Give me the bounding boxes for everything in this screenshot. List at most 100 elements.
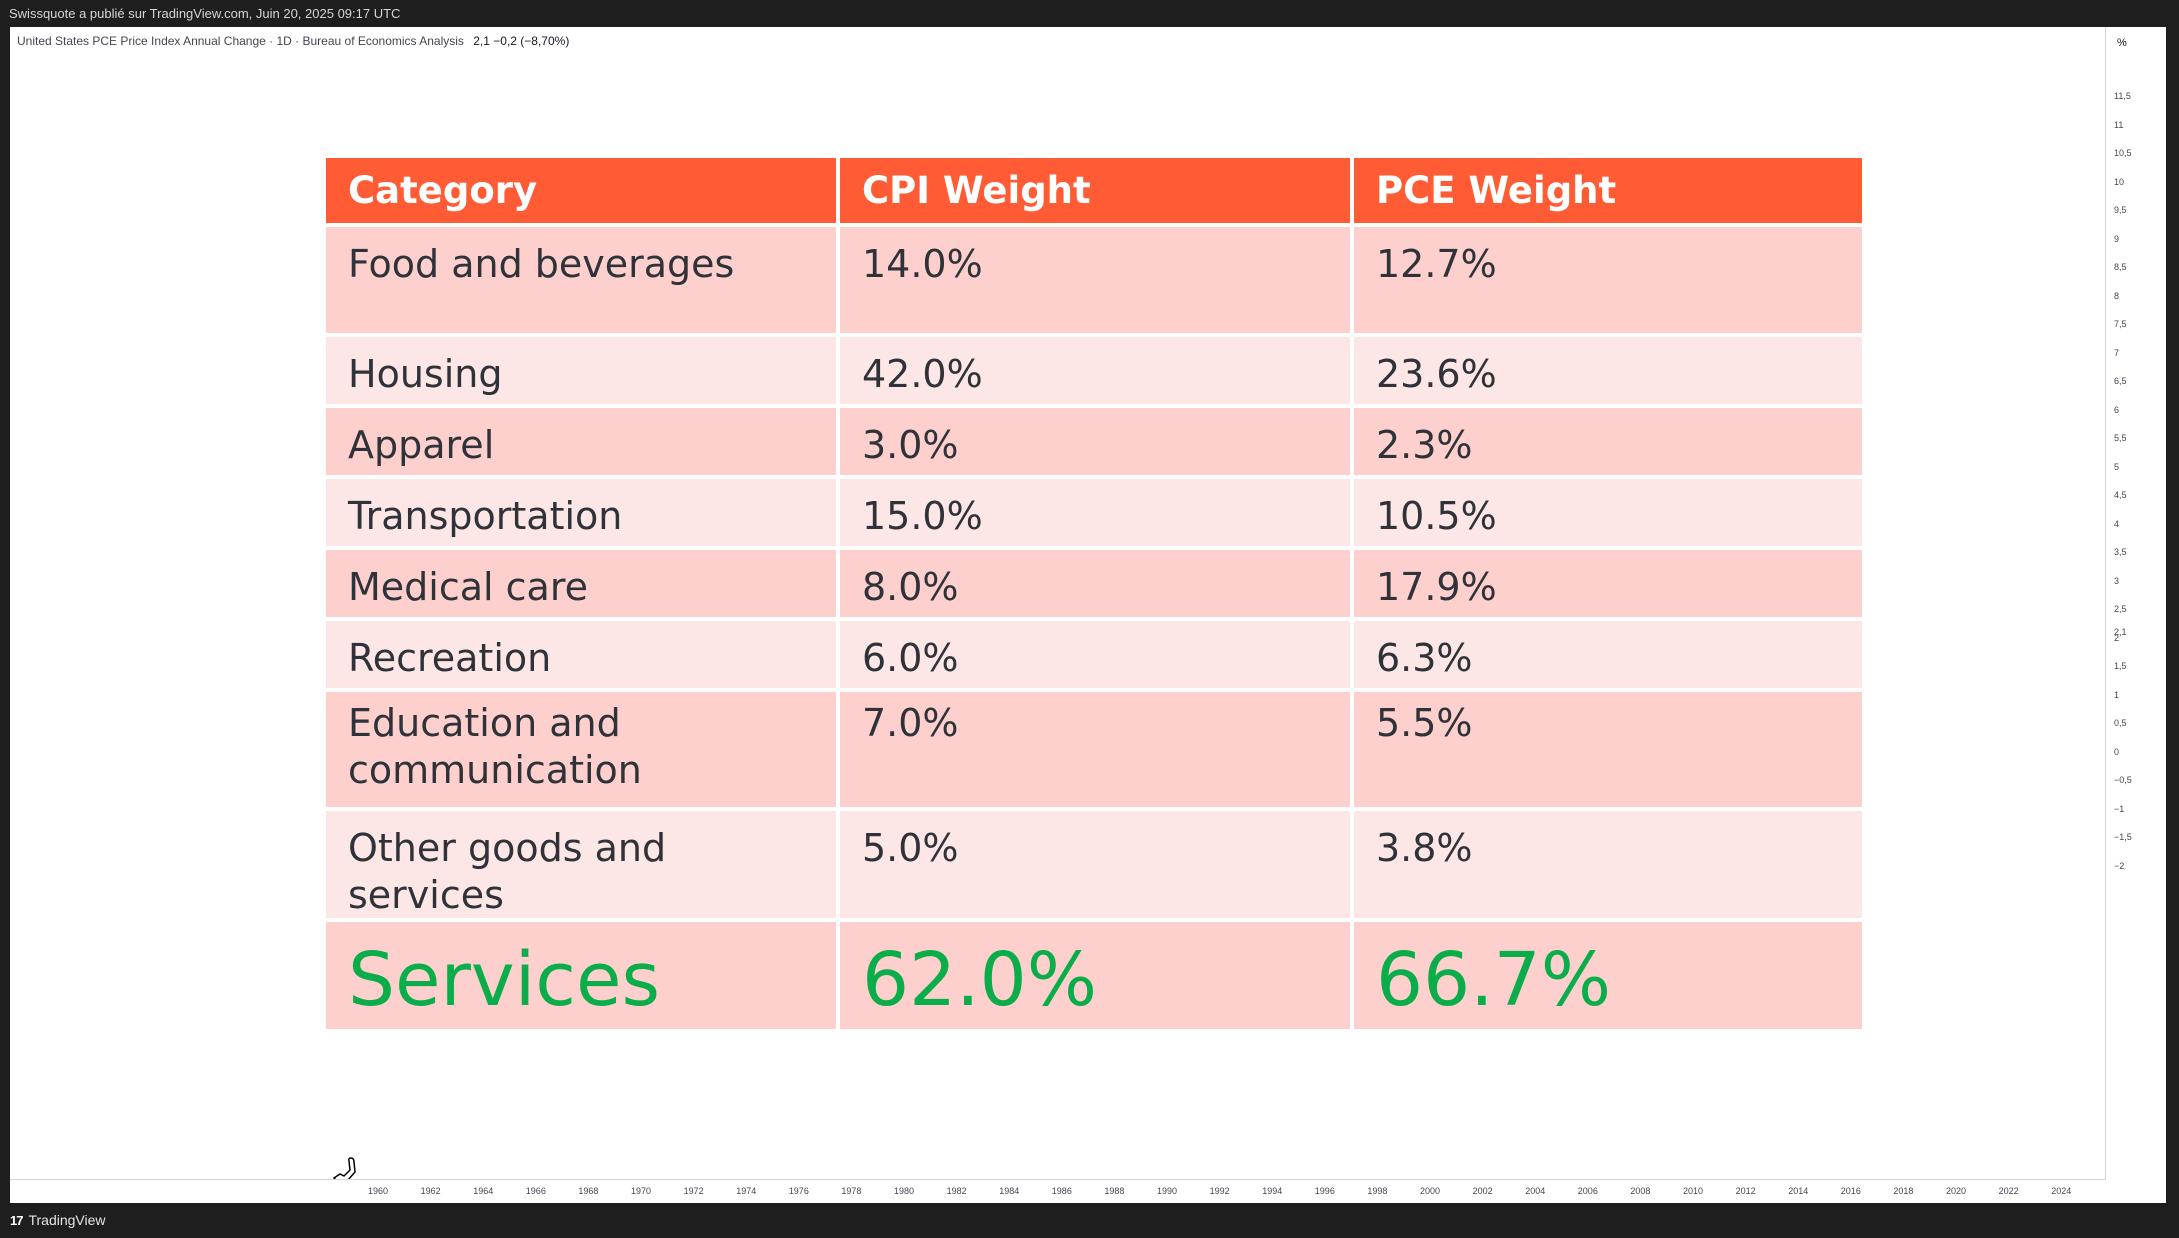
published-by-bar: Swissquote a publié sur TradingView.com,… [0,0,2179,27]
price-tick-label: 3 [2114,575,2120,586]
price-tick-label: 11 [2114,119,2124,130]
price-tick-label: 0,5 [2114,718,2127,728]
price-tick-label: 2,5 [2114,604,2127,614]
time-tick-label: 2006 [1577,1186,1598,1196]
price-tick-label: 9,5 [2114,205,2127,215]
time-tick-label: 1960 [368,1186,389,1196]
time-tick-label: 1980 [894,1186,915,1196]
tradingview-logo[interactable]: 17 TradingView [10,1212,106,1228]
footer-bar: 17 TradingView [0,1203,2179,1238]
table-cell: 7.0% [840,692,1350,807]
time-tick-label: 2002 [1472,1186,1493,1196]
time-tick-label: 2010 [1683,1186,1704,1196]
price-tick-label: 7 [2114,347,2120,358]
price-tick-label: 2 [2114,632,2120,643]
table-cell: Other goods and services [326,811,836,918]
price-tick-label: 11,5 [2114,91,2131,101]
time-tick-label: 2008 [1630,1186,1651,1196]
published-by-text: Swissquote a publié sur TradingView.com,… [9,6,401,21]
price-tick-label: 4 [2114,518,2120,529]
table-cell: 3.0% [840,408,1350,475]
time-tick-label: 1986 [1051,1186,1072,1196]
price-tick-label: 5,5 [2114,433,2127,443]
price-tick-label: 5 [2114,461,2120,472]
time-tick-label: 1984 [999,1186,1020,1196]
header-pce-weight: PCE Weight [1354,158,1862,223]
time-tick-label: 2014 [1788,1186,1809,1196]
table-cell: Medical care [326,550,836,617]
tradingview-logo-icon: 17 [10,1212,24,1228]
time-tick-label: 1982 [946,1186,967,1196]
price-tick-label: 6 [2114,404,2120,415]
time-tick-label: 2016 [1840,1186,1861,1196]
price-tick-label: 7,5 [2114,319,2127,329]
series-title: United States PCE Price Index Annual Cha… [17,34,464,48]
header-cpi-weight: CPI Weight [840,158,1350,223]
time-tick-label: 2004 [1525,1186,1546,1196]
header-category: Category [326,158,836,223]
time-tick-label: 1972 [683,1186,704,1196]
table-cell: 3.8% [1354,811,1862,918]
table-cell: 15.0% [840,479,1350,546]
price-axis[interactable]: % 11,5 11 10,5 10 9,5 9 8,5 8 7,5 7 6,5 6 5,5 5 4,5 4 3,… [2105,27,2166,1203]
time-tick-label: 1976 [788,1186,809,1196]
time-tick-label: 1996 [1314,1186,1335,1196]
time-tick-label: 2024 [2051,1186,2072,1196]
table-cell: 8.0% [840,550,1350,617]
brand-name: TradingView [28,1212,106,1228]
price-tick-label: −0,5 [2114,775,2132,785]
time-tick-label: 1974 [736,1186,757,1196]
table-cell: Education and communication [326,692,836,807]
price-tick-label: 6,5 [2114,376,2127,386]
price-tick-label: 1,5 [2114,661,2127,671]
price-tick-label: 4,5 [2114,490,2127,500]
table-cell: 10.5% [1354,479,1862,546]
price-tick-label: 10,5 [2114,148,2132,158]
time-tick-label: 1992 [1209,1186,1230,1196]
table-cell: 6.0% [840,621,1350,688]
price-tick-label: 3,5 [2114,547,2127,557]
time-tick-label: 2020 [1946,1186,1967,1196]
price-tick-label: 1 [2114,689,2120,700]
table-cell: Recreation [326,621,836,688]
weights-table-image: Category CPI Weight PCE Weight Food and … [326,158,1862,1029]
table-cell: 17.9% [1354,550,1862,617]
price-tick-label: −2 [2114,860,2125,871]
table-cell: Apparel [326,408,836,475]
price-tick-label: 8 [2114,290,2120,301]
price-tick-label: 0 [2114,746,2120,757]
time-tick-label: 1962 [420,1186,441,1196]
time-tick-label: 1998 [1367,1186,1388,1196]
price-tick-label: −1 [2114,803,2125,814]
series-legend[interactable]: United States PCE Price Index Annual Cha… [17,34,569,48]
price-axis-unit: % [2117,37,2127,49]
time-tick-label: 1988 [1104,1186,1125,1196]
table-cell: Transportation [326,479,836,546]
time-tick-label: 2022 [1998,1186,2019,1196]
time-tick-label: 1968 [578,1186,599,1196]
price-tick-label: 10 [2114,176,2125,187]
series-values: 2,1 −0,2 (−8,70%) [473,34,570,48]
table-cell: 5.5% [1354,692,1862,807]
chart-pane[interactable]: United States PCE Price Index Annual Cha… [10,27,2166,1203]
time-tick-label: 2012 [1735,1186,1756,1196]
time-tick-label: 1966 [525,1186,546,1196]
services-category: Services [326,922,836,1029]
time-axis[interactable]: 1960 1962 1964 1966 1968 1970 1972 1974 1976 1978… [10,1179,2106,1203]
table-cell: 23.6% [1354,337,1862,404]
table-cell: 14.0% [840,227,1350,333]
time-tick-label: 1994 [1262,1186,1283,1196]
price-tick-label: 8,5 [2114,262,2127,272]
table-cell: Food and beverages [326,227,836,333]
time-tick-label: 1970 [631,1186,652,1196]
table-cell: 42.0% [840,337,1350,404]
cursor-icon [332,1157,356,1181]
time-tick-label: 1964 [473,1186,494,1196]
table-cell: Housing [326,337,836,404]
table-cell: 5.0% [840,811,1350,918]
table-cell: 12.7% [1354,227,1862,333]
services-cpi-weight: 62.0% [840,922,1350,1029]
table-cell: 6.3% [1354,621,1862,688]
time-tick-label: 2000 [1420,1186,1441,1196]
time-tick-label: 1978 [841,1186,862,1196]
